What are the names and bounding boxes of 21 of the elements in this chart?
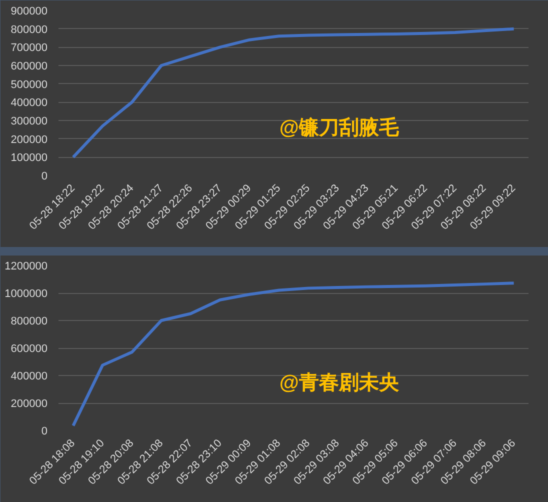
y-tick-label: 600000 bbox=[10, 60, 48, 72]
y-tick-label: 700000 bbox=[10, 42, 48, 54]
line-series bbox=[72, 282, 516, 428]
y-tick-label: 200000 bbox=[10, 398, 48, 410]
y-tick-label: 200000 bbox=[10, 134, 48, 146]
y-tick-label: 300000 bbox=[10, 116, 48, 128]
y-tick-label: 600000 bbox=[10, 343, 48, 355]
y-tick-label: 1000000 bbox=[4, 288, 48, 300]
y-tick-label: 400000 bbox=[10, 97, 48, 110]
y-tick-label: 1200000 bbox=[4, 260, 48, 272]
y-tick-label: 800000 bbox=[10, 24, 48, 36]
line-series bbox=[72, 27, 516, 159]
annotation: @青春剧未央 bbox=[279, 372, 400, 394]
y-tick-label: 100000 bbox=[10, 152, 48, 164]
y-tick-label: 500000 bbox=[10, 78, 48, 91]
y-tick-label: 800000 bbox=[10, 316, 48, 328]
y-tick-label: 0 bbox=[41, 426, 48, 438]
y-tick-label: 0 bbox=[41, 170, 48, 182]
y-tick-label: 400000 bbox=[10, 370, 48, 382]
y-tick-label: 900000 bbox=[10, 6, 48, 18]
annotation: @镰刀刮腋毛 bbox=[279, 116, 400, 140]
